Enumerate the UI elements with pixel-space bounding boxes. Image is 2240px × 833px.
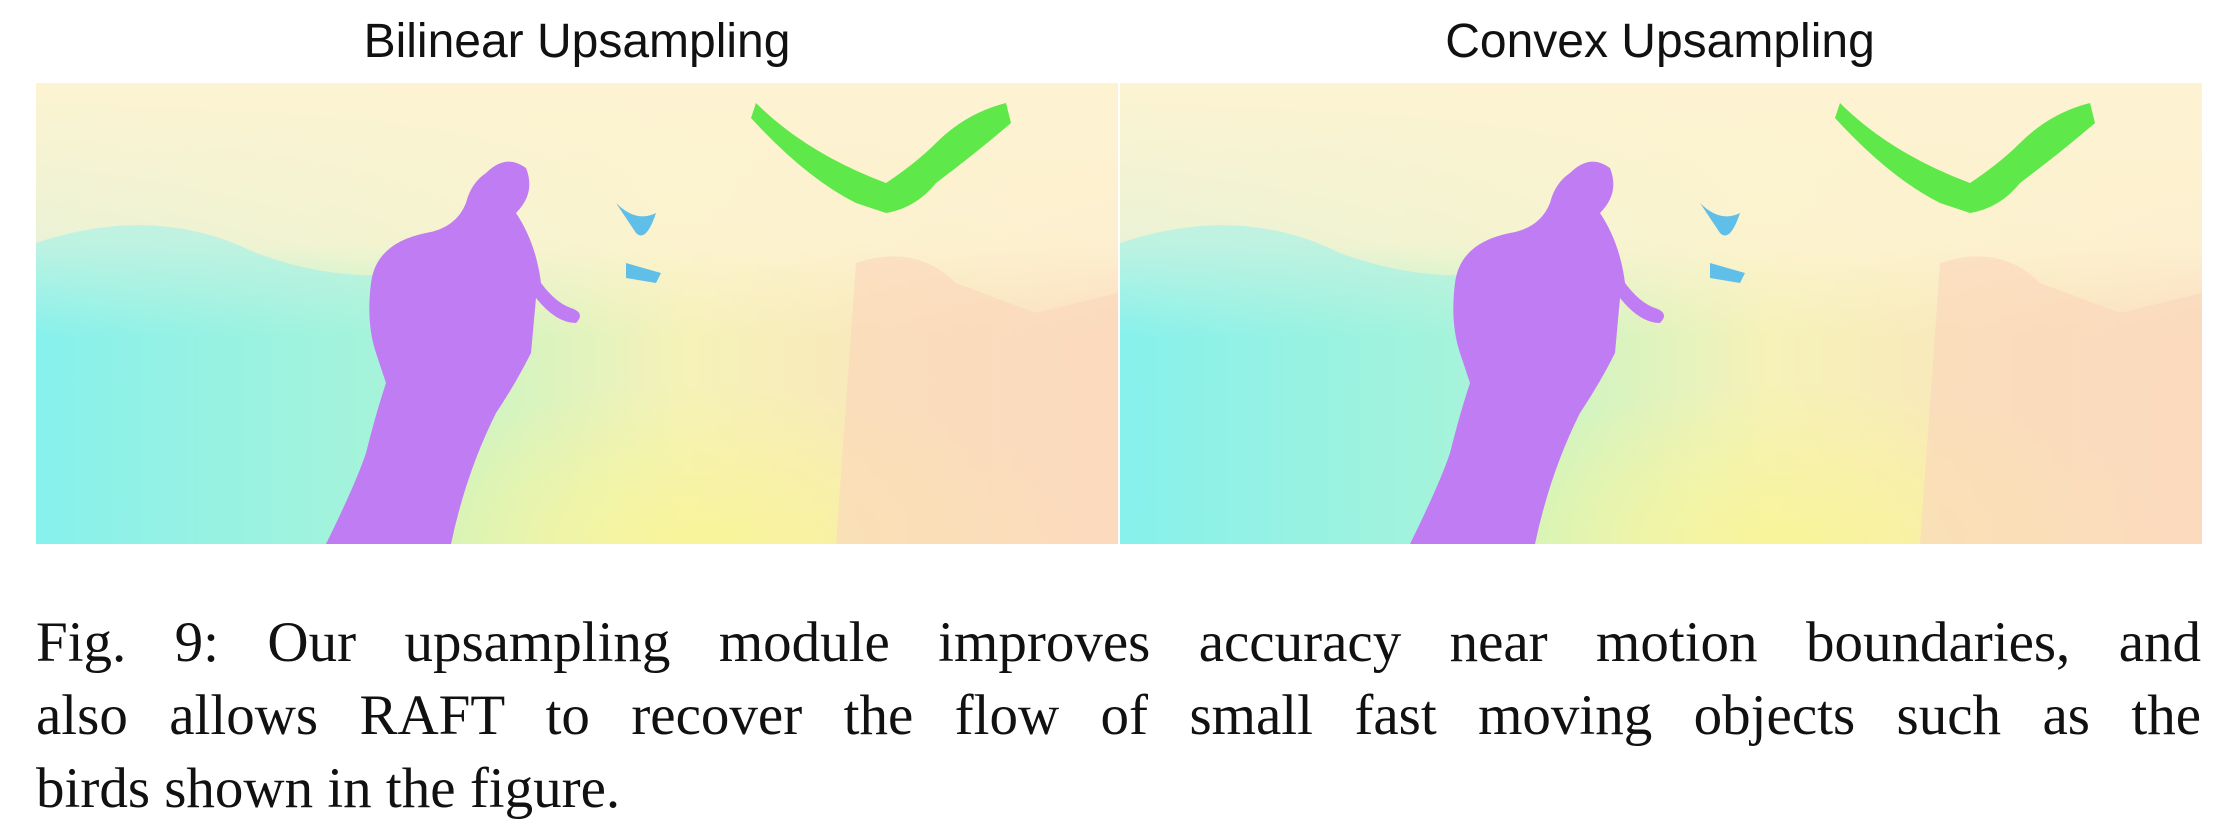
- caption-line: birds shown in the figure.: [36, 757, 621, 820]
- caption: Fig. 9: Our upsampling module improves a…: [36, 606, 2201, 825]
- flow-images: [36, 83, 2202, 544]
- panel-title: Bilinear Upsampling: [363, 15, 791, 68]
- caption-line: Fig. 9: Our upsampling module improves a…: [36, 611, 2201, 674]
- caption-line: also allows RAFT to recover the flow of …: [36, 684, 2201, 747]
- panel-title: Convex Upsampling: [1445, 15, 1875, 68]
